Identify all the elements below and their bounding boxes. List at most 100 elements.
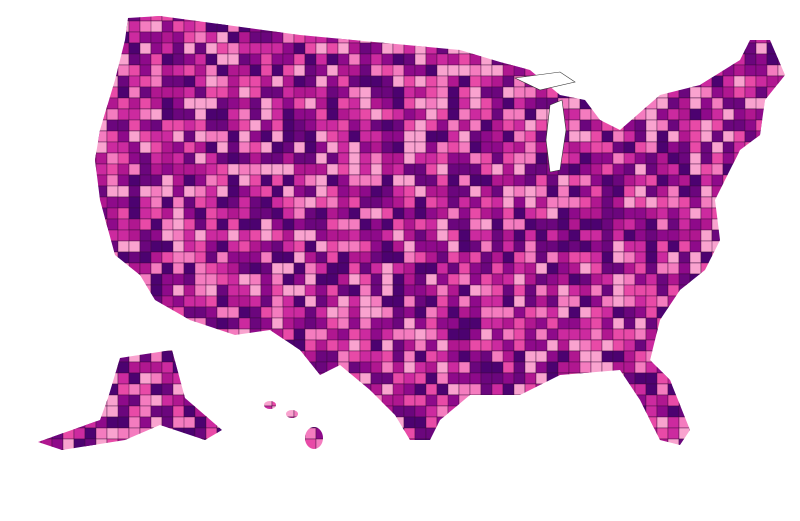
county bbox=[51, 449, 64, 450]
county bbox=[106, 317, 119, 330]
county bbox=[73, 130, 97, 143]
county bbox=[381, 97, 394, 110]
county bbox=[623, 449, 636, 450]
county bbox=[249, 361, 273, 374]
county bbox=[436, 42, 449, 55]
county bbox=[744, 218, 757, 231]
county bbox=[359, 416, 372, 429]
county bbox=[458, 53, 471, 66]
county bbox=[766, 350, 785, 363]
county bbox=[458, 317, 471, 330]
county bbox=[546, 53, 559, 66]
county bbox=[106, 42, 119, 55]
county bbox=[733, 119, 746, 132]
county bbox=[612, 119, 625, 132]
county bbox=[95, 141, 108, 154]
county bbox=[777, 163, 785, 176]
county bbox=[436, 328, 449, 341]
county bbox=[271, 141, 284, 154]
county bbox=[238, 262, 251, 275]
county bbox=[502, 42, 515, 55]
county bbox=[403, 163, 416, 176]
county bbox=[51, 119, 64, 132]
county bbox=[194, 383, 207, 396]
county bbox=[150, 405, 163, 418]
county bbox=[601, 86, 614, 99]
county bbox=[568, 163, 581, 176]
county bbox=[502, 394, 515, 407]
county bbox=[392, 42, 405, 55]
county bbox=[557, 273, 570, 286]
county bbox=[381, 218, 394, 231]
county bbox=[106, 31, 119, 44]
county bbox=[370, 405, 383, 418]
county bbox=[513, 240, 526, 253]
county bbox=[106, 130, 119, 143]
county bbox=[777, 20, 785, 33]
county bbox=[733, 339, 746, 352]
county bbox=[216, 405, 229, 418]
county bbox=[612, 64, 625, 77]
county bbox=[425, 16, 438, 22]
county bbox=[161, 31, 174, 44]
county bbox=[436, 339, 449, 352]
county bbox=[128, 97, 141, 110]
county bbox=[645, 20, 658, 33]
county bbox=[524, 97, 537, 110]
county bbox=[271, 163, 284, 176]
county bbox=[403, 251, 416, 264]
county bbox=[359, 108, 372, 121]
county bbox=[766, 328, 779, 341]
county bbox=[546, 273, 559, 286]
county bbox=[183, 97, 196, 110]
county bbox=[271, 372, 284, 385]
county bbox=[51, 273, 75, 286]
county bbox=[51, 383, 64, 396]
county bbox=[106, 383, 119, 396]
county bbox=[205, 383, 218, 396]
county bbox=[51, 141, 64, 154]
county bbox=[128, 130, 141, 143]
county bbox=[447, 438, 460, 450]
county bbox=[711, 295, 724, 308]
county bbox=[227, 339, 240, 352]
county bbox=[612, 20, 625, 33]
county bbox=[678, 64, 691, 77]
county bbox=[700, 53, 713, 66]
county bbox=[480, 372, 493, 385]
county bbox=[480, 218, 493, 231]
county bbox=[38, 53, 53, 66]
county bbox=[260, 152, 273, 165]
county bbox=[62, 361, 75, 374]
county bbox=[392, 295, 405, 308]
county bbox=[480, 97, 493, 110]
county bbox=[634, 383, 647, 396]
county bbox=[106, 16, 119, 22]
county bbox=[392, 16, 405, 22]
county bbox=[678, 119, 691, 132]
county bbox=[128, 207, 141, 220]
county bbox=[326, 438, 350, 450]
county bbox=[733, 207, 746, 220]
county bbox=[568, 372, 581, 385]
county bbox=[304, 20, 317, 33]
county bbox=[249, 53, 262, 66]
county bbox=[38, 350, 42, 363]
county bbox=[161, 119, 174, 132]
county bbox=[789, 54, 800, 65]
county bbox=[227, 53, 240, 66]
county bbox=[84, 394, 108, 407]
county bbox=[414, 75, 427, 88]
county bbox=[425, 196, 438, 209]
county bbox=[293, 163, 306, 176]
county bbox=[337, 64, 350, 77]
county bbox=[744, 416, 768, 429]
county bbox=[40, 262, 53, 275]
county bbox=[139, 229, 152, 242]
county bbox=[623, 75, 647, 88]
county bbox=[678, 42, 702, 55]
county bbox=[304, 372, 317, 385]
county bbox=[777, 361, 785, 374]
county bbox=[161, 306, 174, 319]
county bbox=[777, 328, 785, 341]
